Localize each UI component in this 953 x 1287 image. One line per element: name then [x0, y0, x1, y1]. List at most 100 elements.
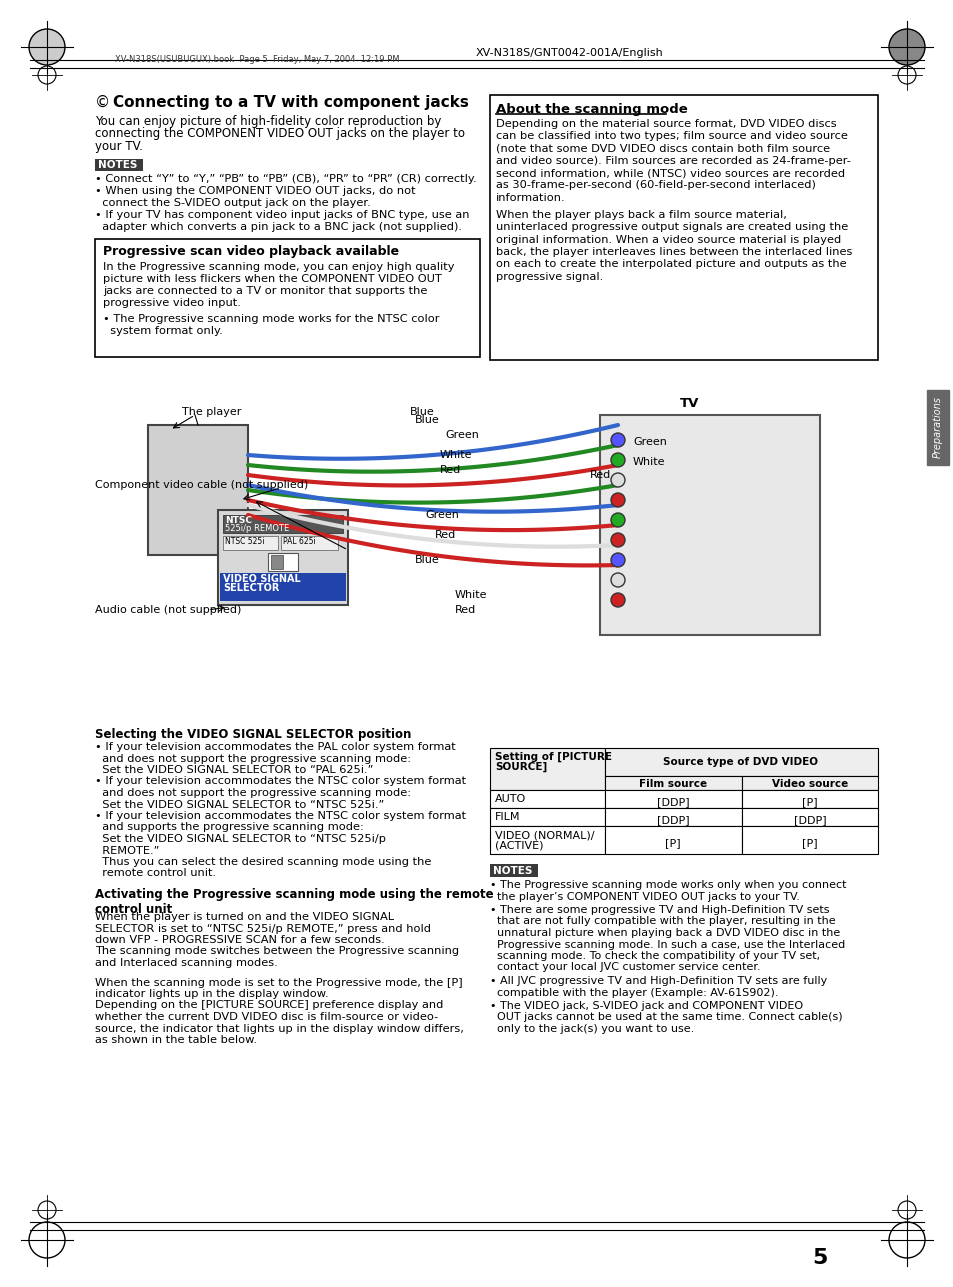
Text: NOTES: NOTES: [98, 160, 137, 170]
Text: SOURCE]: SOURCE]: [495, 762, 547, 772]
Text: Depending on the [PICTURE SOURCE] preference display and: Depending on the [PICTURE SOURCE] prefer…: [95, 1000, 443, 1010]
Text: NTSC 525i: NTSC 525i: [225, 537, 264, 546]
Text: [P]: [P]: [664, 838, 680, 848]
Bar: [604, 808, 741, 826]
Text: Red: Red: [455, 605, 476, 615]
Bar: [490, 790, 604, 808]
Text: TV: TV: [679, 396, 699, 411]
Bar: [223, 515, 343, 533]
Text: [DDP]: [DDP]: [656, 797, 689, 807]
Text: Connecting to a TV with component jacks: Connecting to a TV with component jacks: [112, 95, 468, 109]
Bar: [95, 238, 479, 356]
Text: only to the jack(s) you want to use.: only to the jack(s) you want to use.: [490, 1024, 694, 1033]
Circle shape: [610, 474, 624, 486]
Text: Green: Green: [633, 438, 666, 447]
Bar: [599, 414, 820, 634]
Text: Set the VIDEO SIGNAL SELECTOR to “NTSC 525i/p: Set the VIDEO SIGNAL SELECTOR to “NTSC 5…: [95, 834, 386, 844]
Text: Red: Red: [435, 530, 456, 541]
Text: Selecting the VIDEO SIGNAL SELECTOR position: Selecting the VIDEO SIGNAL SELECTOR posi…: [95, 728, 411, 741]
Text: [P]: [P]: [801, 797, 817, 807]
Text: XV-N318S/GNT0042-001A/English: XV-N318S/GNT0042-001A/English: [476, 48, 663, 58]
Bar: [741, 826, 877, 855]
Circle shape: [610, 593, 624, 607]
Bar: [95, 158, 143, 170]
Text: as 30-frame-per-second (60-field-per-second interlaced): as 30-frame-per-second (60-field-per-sec…: [496, 180, 815, 190]
Text: Green: Green: [424, 510, 458, 520]
Text: PAL 625i: PAL 625i: [283, 537, 315, 546]
Text: When the scanning mode is set to the Progressive mode, the [P]: When the scanning mode is set to the Pro…: [95, 978, 462, 987]
Text: [DDP]: [DDP]: [793, 815, 825, 825]
Text: • The VIDEO jack, S-VIDEO jack and COMPONENT VIDEO: • The VIDEO jack, S-VIDEO jack and COMPO…: [490, 1001, 802, 1012]
Text: NOTES: NOTES: [493, 865, 532, 875]
Bar: [741, 790, 877, 808]
Text: progressive signal.: progressive signal.: [496, 272, 602, 282]
Text: Blue: Blue: [415, 555, 439, 565]
Text: • If your TV has component video input jacks of BNC type, use an: • If your TV has component video input j…: [95, 210, 469, 220]
Text: and supports the progressive scanning mode:: and supports the progressive scanning mo…: [95, 822, 363, 833]
Text: VIDEO SIGNAL: VIDEO SIGNAL: [223, 574, 300, 584]
Text: AUTO: AUTO: [495, 794, 526, 804]
Text: uninterlaced progressive output signals are created using the: uninterlaced progressive output signals …: [496, 223, 847, 233]
Text: • Connect “Y” to “Y,” “PB” to “PB” (CB), “PR” to “PR” (CR) correctly.: • Connect “Y” to “Y,” “PB” to “PB” (CB),…: [95, 174, 477, 184]
Circle shape: [610, 514, 624, 526]
Text: (ACTIVE): (ACTIVE): [495, 840, 543, 851]
Text: Depending on the material source format, DVD VIDEO discs: Depending on the material source format,…: [496, 118, 836, 129]
Bar: [741, 808, 877, 826]
Text: Source type of DVD VIDEO: Source type of DVD VIDEO: [662, 757, 818, 767]
Text: Set the VIDEO SIGNAL SELECTOR to “NTSC 525i.”: Set the VIDEO SIGNAL SELECTOR to “NTSC 5…: [95, 799, 384, 810]
Text: Set the VIDEO SIGNAL SELECTOR to “PAL 625i.”: Set the VIDEO SIGNAL SELECTOR to “PAL 62…: [95, 764, 373, 775]
Text: XV-N318S(USUBUGUX).book  Page 5  Friday, May 7, 2004  12:19 PM: XV-N318S(USUBUGUX).book Page 5 Friday, M…: [115, 55, 399, 64]
Text: progressive video input.: progressive video input.: [103, 297, 240, 308]
Bar: [220, 573, 346, 601]
Text: Preparations: Preparations: [932, 396, 942, 458]
Text: your TV.: your TV.: [95, 140, 143, 153]
Text: FILM: FILM: [495, 812, 520, 822]
Text: • The Progressive scanning mode works only when you connect: • The Progressive scanning mode works on…: [490, 880, 845, 891]
Text: In the Progressive scanning mode, you can enjoy high quality: In the Progressive scanning mode, you ca…: [103, 261, 454, 272]
Circle shape: [610, 573, 624, 587]
Text: jacks are connected to a TV or monitor that supports the: jacks are connected to a TV or monitor t…: [103, 286, 427, 296]
Text: Red: Red: [589, 470, 611, 480]
Text: adapter which converts a pin jack to a BNC jack (not supplied).: adapter which converts a pin jack to a B…: [95, 221, 461, 232]
Text: picture with less flickers when the COMPONENT VIDEO OUT: picture with less flickers when the COMP…: [103, 274, 441, 283]
Bar: [490, 808, 604, 826]
Text: 525i/p REMOTE: 525i/p REMOTE: [225, 524, 289, 533]
Text: unnatural picture when playing back a DVD VIDEO disc in the: unnatural picture when playing back a DV…: [490, 928, 840, 938]
Text: back, the player interleaves lines between the interlaced lines: back, the player interleaves lines betwe…: [496, 247, 851, 257]
Bar: [281, 535, 337, 550]
Text: original information. When a video source material is played: original information. When a video sourc…: [496, 234, 841, 245]
Text: • The Progressive scanning mode works for the NTSC color: • The Progressive scanning mode works fo…: [103, 314, 439, 323]
Bar: [604, 748, 877, 776]
Text: Blue: Blue: [415, 414, 439, 425]
Text: Progressive scanning mode. In such a case, use the Interlaced: Progressive scanning mode. In such a cas…: [490, 940, 844, 950]
Text: (note that some DVD VIDEO discs contain both film source: (note that some DVD VIDEO discs contain …: [496, 144, 829, 153]
Text: SELECTOR: SELECTOR: [223, 583, 279, 593]
Text: • When using the COMPONENT VIDEO OUT jacks, do not: • When using the COMPONENT VIDEO OUT jac…: [95, 185, 416, 196]
Bar: [490, 864, 537, 876]
Text: on each to create the interpolated picture and outputs as the: on each to create the interpolated pictu…: [496, 259, 845, 269]
Text: information.: information.: [496, 193, 565, 203]
Text: REMOTE.”: REMOTE.”: [95, 846, 159, 856]
Text: system format only.: system format only.: [103, 326, 222, 336]
Text: ©: ©: [95, 95, 111, 109]
Circle shape: [610, 533, 624, 547]
Text: [P]: [P]: [801, 838, 817, 848]
Text: down VFP - PROGRESSIVE SCAN for a few seconds.: down VFP - PROGRESSIVE SCAN for a few se…: [95, 934, 384, 945]
Text: Film source: Film source: [639, 779, 706, 789]
Text: NTSC: NTSC: [225, 516, 252, 525]
Bar: [271, 555, 283, 569]
Circle shape: [29, 30, 65, 66]
Bar: [604, 826, 741, 855]
Bar: [490, 826, 604, 855]
Text: connecting the COMPONENT VIDEO OUT jacks on the player to: connecting the COMPONENT VIDEO OUT jacks…: [95, 127, 464, 140]
Bar: [490, 95, 877, 360]
Text: compatible with the player (Example: AV-61S902).: compatible with the player (Example: AV-…: [490, 987, 778, 997]
Text: Thus you can select the desired scanning mode using the: Thus you can select the desired scanning…: [95, 857, 431, 867]
Circle shape: [610, 432, 624, 447]
Text: [DDP]: [DDP]: [656, 815, 689, 825]
Text: Component video cable (not supplied): Component video cable (not supplied): [95, 480, 308, 490]
Text: SELECTOR is set to “NTSC 525i/p REMOTE,” press and hold: SELECTOR is set to “NTSC 525i/p REMOTE,”…: [95, 924, 431, 933]
Text: When the player is turned on and the VIDEO SIGNAL: When the player is turned on and the VID…: [95, 912, 394, 921]
Text: White: White: [439, 450, 472, 459]
Text: • All JVC progressive TV and High-Definition TV sets are fully: • All JVC progressive TV and High-Defini…: [490, 976, 826, 986]
